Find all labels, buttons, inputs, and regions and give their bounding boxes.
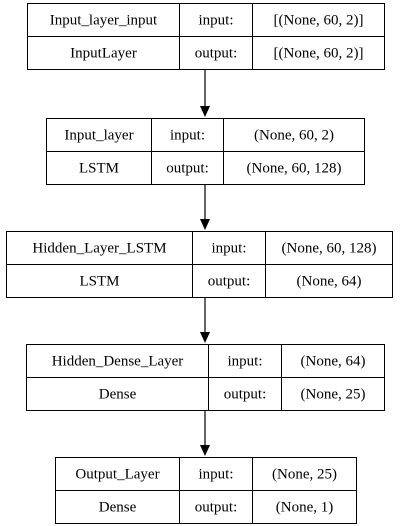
edges	[200, 70, 210, 456]
output-shape: (None, 64)	[297, 273, 362, 289]
layer-name: Hidden_Dense_Layer	[52, 353, 184, 369]
layer-name: Input_layer_input	[50, 12, 158, 28]
edge-1-2-arrowhead	[200, 219, 210, 230]
input-label: input:	[227, 353, 262, 369]
layer-type: Dense	[99, 386, 137, 402]
layer-name: Output_Layer	[75, 466, 159, 482]
layer-node-input-layer: Input_layer LSTM input: output: (None, 6…	[46, 118, 365, 185]
layer-type: Dense	[99, 499, 137, 515]
output-shape: (None, 60, 128)	[247, 160, 342, 176]
edge-3-4-arrowhead	[200, 445, 210, 456]
output-shape: (None, 25)	[301, 386, 366, 402]
layer-node-hidden-layer-lstm: Hidden_Layer_LSTM LSTM input: output: (N…	[6, 231, 393, 298]
edge-0-1-arrowhead	[200, 106, 210, 117]
output-label: output:	[195, 45, 238, 61]
edge-3-4	[200, 411, 210, 456]
input-label: input:	[211, 240, 246, 256]
edge-0-1	[200, 70, 210, 117]
layer-node-input-layer-input: Input_layer_input InputLayer input: outp…	[27, 3, 385, 70]
output-shape: (None, 1)	[276, 499, 333, 515]
edge-2-3	[200, 297, 210, 343]
input-label: input:	[198, 12, 233, 28]
output-shape: [(None, 60, 2)]	[274, 45, 364, 61]
layer-name: Hidden_Layer_LSTM	[32, 240, 166, 256]
input-shape: (None, 64)	[301, 353, 366, 369]
input-shape: (None, 60, 128)	[282, 240, 377, 256]
input-label: input:	[198, 466, 233, 482]
layer-type: InputLayer	[70, 45, 137, 61]
input-label: input:	[170, 127, 205, 143]
layer-name: Input_layer	[64, 127, 133, 143]
input-shape: (None, 25)	[272, 466, 337, 482]
output-label: output:	[224, 386, 267, 402]
output-label: output:	[166, 160, 209, 176]
layer-type: LSTM	[79, 273, 119, 289]
layer-node-output-layer: Output_Layer Dense input: output: (None,…	[55, 457, 357, 524]
input-shape: [(None, 60, 2)]	[274, 12, 364, 28]
edge-2-3-arrowhead	[200, 332, 210, 343]
layer-node-hidden-dense-layer: Hidden_Dense_Layer Dense input: output: …	[26, 344, 385, 411]
edge-1-2	[200, 185, 210, 230]
output-label: output:	[208, 273, 251, 289]
input-shape: (None, 60, 2)	[254, 127, 334, 143]
output-label: output:	[195, 499, 238, 515]
layer-type: LSTM	[79, 160, 119, 176]
